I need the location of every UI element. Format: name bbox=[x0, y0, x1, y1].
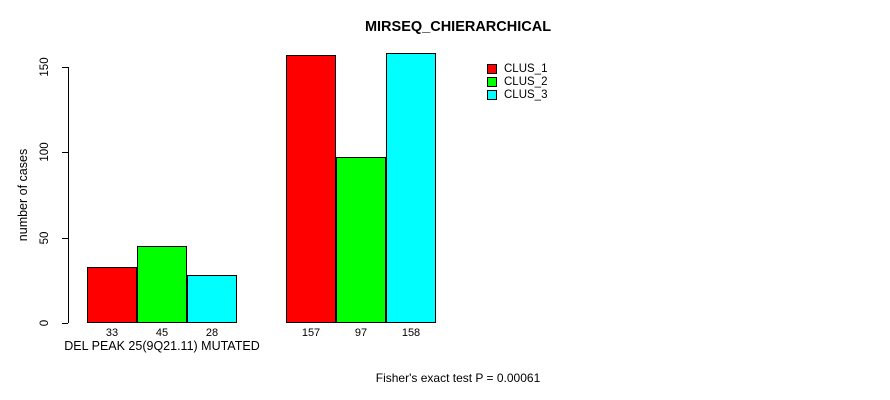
legend-label: CLUS_1 bbox=[504, 62, 548, 75]
bar-value-label: 33 bbox=[105, 327, 119, 339]
legend-label: CLUS_2 bbox=[504, 75, 548, 88]
y-axis-tick-label: 50 bbox=[39, 231, 51, 245]
legend-swatch-icon bbox=[487, 89, 497, 100]
legend: CLUS_1 CLUS_2 CLUS_3 bbox=[487, 62, 547, 101]
bar-clus_3-group1 bbox=[187, 275, 237, 323]
y-axis-tick bbox=[62, 323, 68, 324]
y-axis-tick-label: 150 bbox=[39, 57, 51, 77]
bar-clus_3-group2 bbox=[386, 53, 436, 323]
y-axis-line bbox=[68, 67, 69, 323]
fisher-test-footnote: Fisher's exact test P = 0.00061 bbox=[375, 371, 541, 385]
legend-swatch-icon bbox=[487, 76, 497, 87]
legend-item-clus_3: CLUS_3 bbox=[487, 88, 547, 101]
y-axis-tick bbox=[62, 67, 68, 68]
bar-value-label: 158 bbox=[401, 327, 421, 339]
y-axis-tick-label: 0 bbox=[39, 319, 51, 327]
y-axis-tick-label: 100 bbox=[39, 142, 51, 162]
bar-value-label: 45 bbox=[155, 327, 169, 339]
legend-label: CLUS_3 bbox=[504, 88, 548, 101]
chart-title: MIRSEQ_CHIERARCHICAL bbox=[364, 19, 552, 35]
bar-value-label: 28 bbox=[205, 327, 219, 339]
y-axis-title: number of cases bbox=[16, 148, 30, 242]
y-axis-tick bbox=[62, 237, 68, 239]
legend-item-clus_1: CLUS_1 bbox=[487, 62, 547, 75]
bar-clus_1-group1 bbox=[87, 266, 137, 323]
bar-clus_2-group1 bbox=[137, 246, 187, 323]
bar-clus_1-group2 bbox=[286, 55, 336, 323]
x-axis-group-label: DEL PEAK 25(9Q21.11) MUTATED bbox=[64, 339, 260, 353]
legend-item-clus_2: CLUS_2 bbox=[487, 75, 547, 88]
bar-value-label: 97 bbox=[354, 327, 368, 339]
bar-clus_2-group2 bbox=[336, 157, 386, 323]
legend-swatch-icon bbox=[487, 63, 497, 74]
bar-value-label: 157 bbox=[301, 327, 321, 339]
y-axis-tick bbox=[62, 152, 68, 154]
